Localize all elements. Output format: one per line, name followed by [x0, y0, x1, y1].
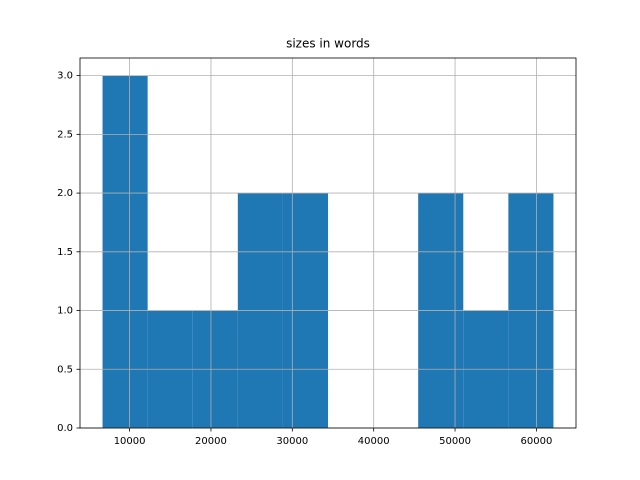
y-tick-label: 2.0: [57, 188, 73, 199]
x-tick-label: 10000: [114, 436, 146, 447]
x-tick-label: 40000: [358, 436, 390, 447]
x-tick-label: 30000: [276, 436, 308, 447]
plot-frame: [79, 57, 577, 429]
chart-title: sizes in words: [286, 37, 370, 51]
y-tick-label: 1.5: [57, 247, 73, 258]
y-tick-label: 0.0: [57, 423, 73, 434]
y-tick-label: 1.0: [57, 306, 73, 317]
y-tick-label: 0.5: [57, 364, 73, 375]
y-tick-label: 3.0: [57, 71, 73, 82]
x-tick-label: 60000: [521, 436, 553, 447]
y-tick-label: 2.5: [57, 129, 73, 140]
x-tick-label: 50000: [439, 436, 471, 447]
x-tick-label: 20000: [195, 436, 227, 447]
